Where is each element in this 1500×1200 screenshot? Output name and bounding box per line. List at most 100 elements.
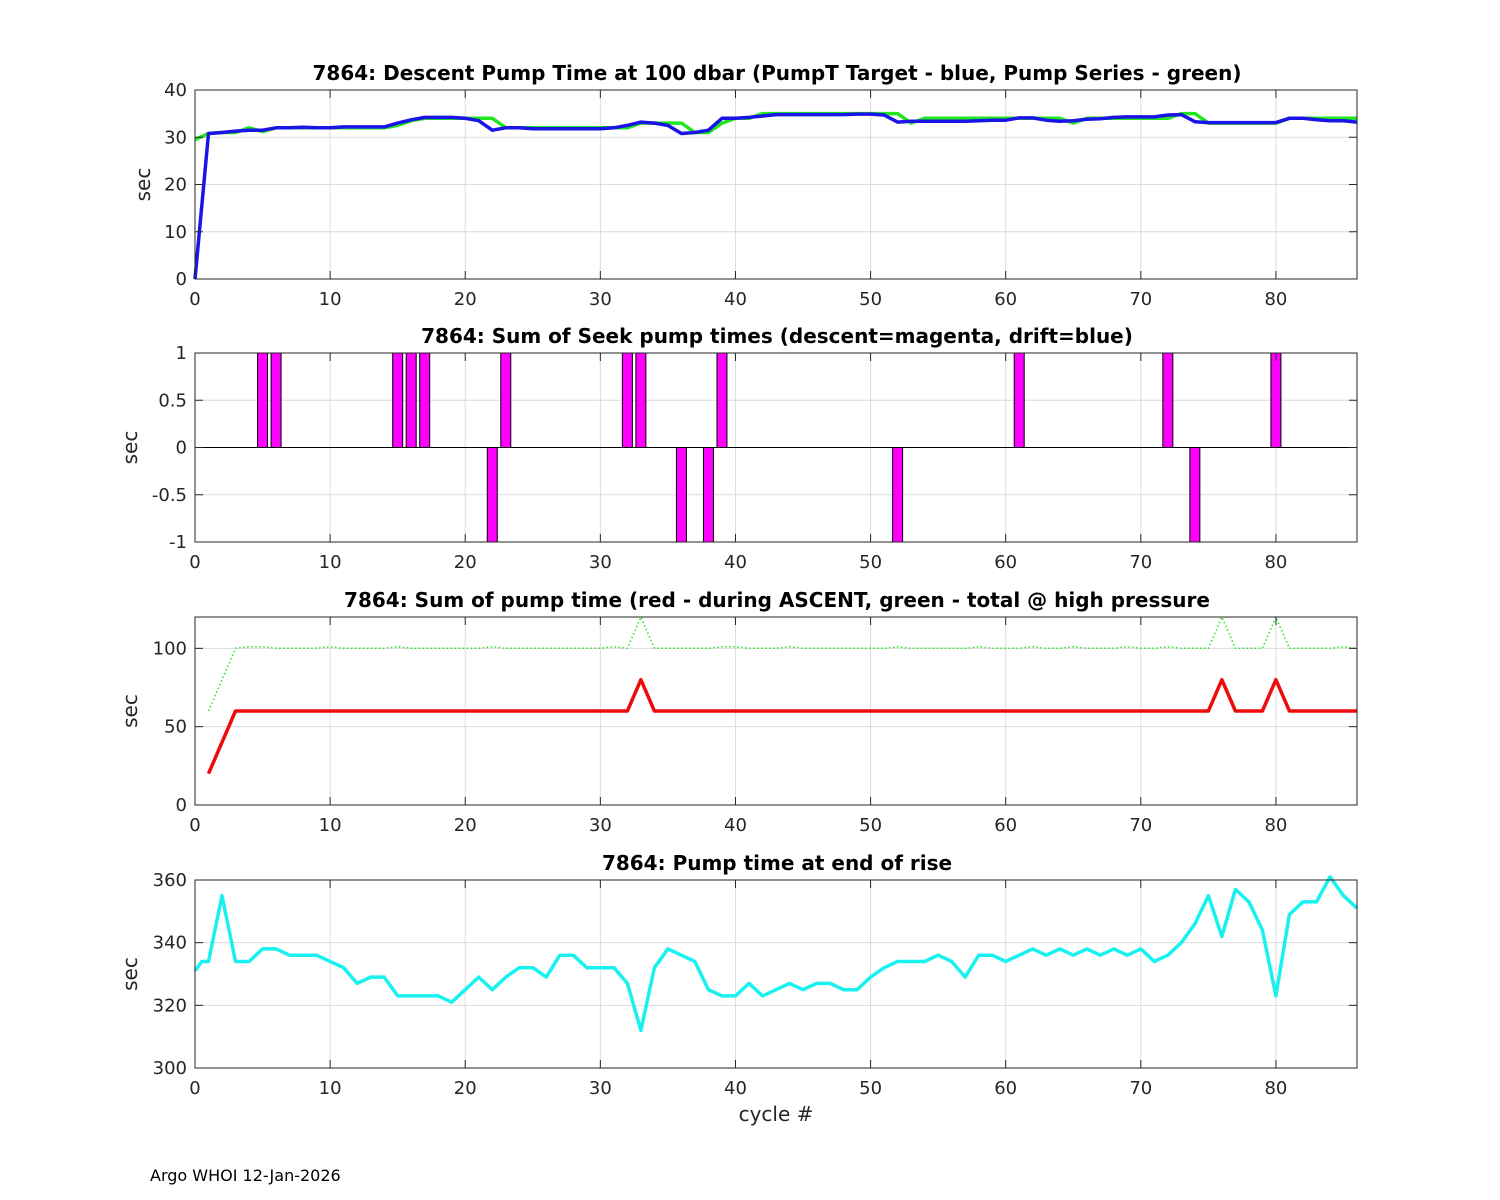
bar [716, 352, 728, 448]
y-tick-label: 340 [153, 933, 187, 954]
bar [635, 352, 647, 448]
x-tick-label: 70 [1129, 552, 1152, 573]
chart-title: 7864: Pump time at end of rise [602, 851, 952, 875]
chart-title: 7864: Sum of pump time (red - during ASC… [344, 588, 1210, 612]
x-tick-label: 10 [319, 815, 342, 836]
subplot-2: 0 10 20 30 40 50 60 70 80 -1 -0.5 0 0.5 1 7864: Sum of… [118, 324, 1358, 573]
bar [419, 352, 431, 448]
y-tick-label: 1 [176, 343, 187, 364]
chart-title: 7864: Descent Pump Time at 100 dbar (Pum… [313, 61, 1242, 85]
bar [257, 352, 269, 448]
y-tick-label: 0 [176, 269, 187, 290]
x-tick-label: 20 [454, 815, 477, 836]
x-tick-label: 80 [1264, 815, 1287, 836]
x-tick-label: 30 [589, 1078, 612, 1099]
axes-box [194, 879, 1358, 1069]
y-tick-label: 100 [153, 638, 187, 659]
y-axis-label: sec [118, 957, 142, 991]
data-layer [257, 352, 1282, 543]
bar [500, 352, 512, 448]
x-tick-label: 70 [1129, 1078, 1152, 1099]
y-axis-label: sec [118, 694, 142, 728]
data-layer [193, 111, 1358, 280]
bar [392, 352, 404, 448]
ticks: 0 10 20 30 40 50 60 70 80 300 320 340 360 [153, 870, 1357, 1099]
bar [1189, 447, 1201, 543]
x-tick-label: 50 [859, 289, 882, 310]
bar [1270, 352, 1282, 448]
axes-box [194, 616, 1358, 806]
bar [892, 447, 904, 543]
x-tick-label: 40 [724, 552, 747, 573]
bar [270, 352, 282, 448]
series-line-total-high-pressure [207, 616, 1358, 712]
y-tick-label: -1 [169, 532, 187, 553]
x-tick-label: 40 [724, 1078, 747, 1099]
y-tick-label: 0 [176, 438, 187, 459]
x-tick-label: 50 [859, 815, 882, 836]
x-tick-label: 0 [189, 289, 200, 310]
plot-area [195, 880, 1357, 1068]
data-layer [193, 875, 1359, 1033]
x-tick-label: 0 [189, 552, 200, 573]
x-tick-label: 40 [724, 815, 747, 836]
subplot-1: 0 10 20 30 40 50 60 70 80 0 10 20 30 40 7864: Descent … [131, 61, 1358, 310]
data-layer [206, 616, 1358, 775]
x-tick-label: 30 [589, 289, 612, 310]
y-tick-label: 360 [153, 870, 187, 891]
x-tick-label: 70 [1129, 289, 1152, 310]
ticks: 0 10 20 30 40 50 60 70 80 0 50 100 [153, 617, 1357, 836]
x-tick-label: 0 [189, 1078, 200, 1099]
y-tick-label: 0 [176, 795, 187, 816]
x-tick-label: 60 [994, 289, 1017, 310]
x-tick-label: 70 [1129, 815, 1152, 836]
y-tick-label: 300 [153, 1058, 187, 1079]
ticks: 0 10 20 30 40 50 60 70 80 0 10 20 30 40 [164, 80, 1357, 310]
x-tick-label: 10 [319, 289, 342, 310]
x-tick-label: 0 [189, 815, 200, 836]
series-line-pumpt-target [193, 112, 1358, 280]
subplot-4: 0 10 20 30 40 50 60 70 80 300 320 340 360 7864: Pump … [118, 851, 1359, 1126]
footer-text: Argo WHOI 12-Jan-2026 [150, 1166, 341, 1185]
bar [486, 447, 498, 543]
series-line-pump-time-at-end-of-rise [193, 875, 1359, 1033]
bar [702, 447, 714, 543]
bar [405, 352, 417, 448]
y-tick-label: -0.5 [152, 485, 187, 506]
x-tick-label: 30 [589, 552, 612, 573]
bar [1013, 352, 1025, 448]
x-tick-label: 10 [319, 552, 342, 573]
y-tick-label: 0.5 [158, 390, 187, 411]
x-axis-label: cycle # [739, 1102, 814, 1126]
y-tick-label: 10 [164, 222, 187, 243]
x-tick-label: 30 [589, 815, 612, 836]
x-tick-label: 20 [454, 289, 477, 310]
x-tick-label: 50 [859, 1078, 882, 1099]
y-tick-label: 40 [164, 80, 187, 101]
x-tick-label: 60 [994, 552, 1017, 573]
ticks: 0 10 20 30 40 50 60 70 80 -1 -0.5 0 0.5 1 [152, 343, 1357, 573]
x-tick-label: 60 [994, 1078, 1017, 1099]
x-tick-label: 50 [859, 552, 882, 573]
bar [621, 352, 633, 448]
x-tick-label: 80 [1264, 289, 1287, 310]
series-line-during-ascent [206, 677, 1357, 775]
x-tick-label: 60 [994, 815, 1017, 836]
bar [1162, 352, 1174, 448]
x-tick-label: 80 [1264, 1078, 1287, 1099]
y-tick-label: 320 [153, 995, 187, 1016]
y-tick-label: 20 [164, 175, 187, 196]
x-tick-label: 10 [319, 1078, 342, 1099]
subplot-3: 0 10 20 30 40 50 60 70 80 0 50 100 7864: Sum of pump… [118, 588, 1358, 836]
x-tick-label: 20 [454, 1078, 477, 1099]
bar [675, 447, 687, 543]
y-tick-label: 50 [164, 717, 187, 738]
y-axis-label: sec [131, 168, 155, 202]
x-tick-label: 40 [724, 289, 747, 310]
chart-title: 7864: Sum of Seek pump times (descent=ma… [421, 324, 1133, 348]
x-tick-label: 80 [1264, 552, 1287, 573]
y-axis-label: sec [118, 431, 142, 465]
x-tick-label: 20 [454, 552, 477, 573]
y-tick-label: 30 [164, 127, 187, 148]
